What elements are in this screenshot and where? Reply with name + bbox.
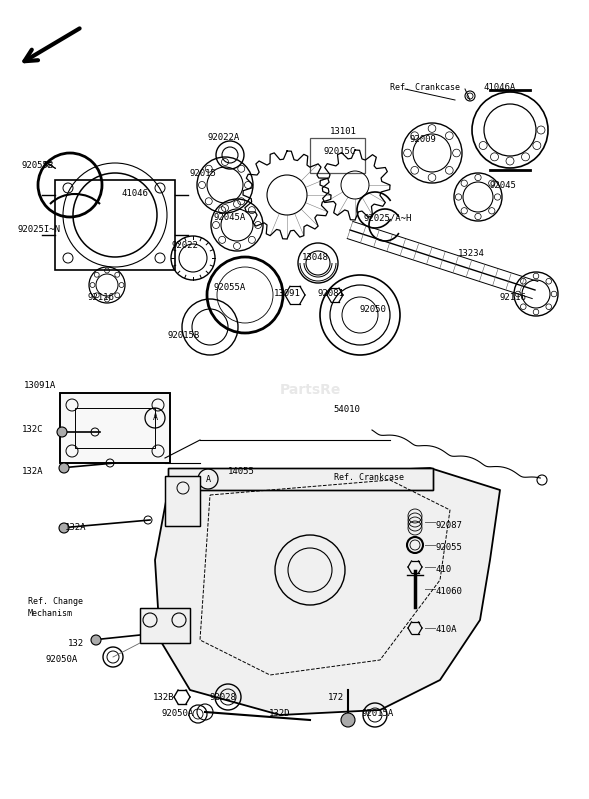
Text: 132: 132 [68,639,84,649]
Text: 92081: 92081 [317,288,344,297]
Text: 92022A: 92022A [207,133,239,141]
Text: 92015A: 92015A [362,710,394,718]
Bar [140,608,190,643]
Text: 13091: 13091 [274,288,301,297]
Bar [165,476,200,526]
Bar [60,393,170,463]
Text: 92015B: 92015B [168,331,200,340]
Text: 410: 410 [436,566,452,574]
Text: 92025I~N: 92025I~N [18,225,61,234]
Circle shape [59,523,69,533]
Text: 41046A: 41046A [483,82,515,92]
Text: 92028: 92028 [210,693,237,702]
Text: 92116: 92116 [500,293,527,303]
Polygon shape [155,468,500,715]
Text: 92050A: 92050A [45,655,77,665]
Text: A: A [206,475,210,483]
Text: 92045A: 92045A [213,213,245,221]
Text: PartsRe: PartsRe [279,383,340,397]
Text: 92009: 92009 [410,136,437,145]
Bar [140,608,190,643]
Bar [310,138,365,173]
Bar [165,476,200,526]
Text: 14055: 14055 [228,467,255,475]
Text: 132A: 132A [65,523,87,531]
Text: 13234: 13234 [458,249,485,259]
Bar [60,393,170,463]
Text: 132B: 132B [153,693,174,702]
Text: 92055B: 92055B [22,161,54,169]
Text: A: A [153,414,157,423]
Text: 92015: 92015 [190,169,217,177]
Text: 92045: 92045 [490,181,517,189]
Text: 13101: 13101 [330,128,357,137]
Text: 92055A: 92055A [213,283,245,292]
Bar [55,180,175,270]
Text: 172: 172 [328,693,344,702]
Text: 92050A: 92050A [162,710,194,718]
Circle shape [57,427,67,437]
Text: 92025/A~H: 92025/A~H [363,213,411,222]
Text: 410A: 410A [436,625,458,634]
Text: 132D: 132D [269,710,290,718]
Bar [168,468,433,490]
Text: 132A: 132A [22,467,44,476]
Text: 41046: 41046 [122,189,149,197]
Bar [75,408,155,448]
Circle shape [59,463,69,473]
Text: 54010: 54010 [333,406,360,415]
Text: 13048: 13048 [302,253,329,263]
Text: 41060: 41060 [436,586,463,595]
Circle shape [341,713,355,727]
Text: Ref. Change: Ref. Change [28,597,83,606]
Bar [168,468,433,490]
Text: Ref. Crankcase: Ref. Crankcase [390,82,460,92]
Text: 92022: 92022 [172,240,199,249]
Text: 92116: 92116 [88,292,115,301]
Text: 92015C: 92015C [323,148,355,157]
Text: 92087: 92087 [436,522,463,531]
Text: Mechanism: Mechanism [28,610,73,618]
Text: 92055: 92055 [436,543,463,552]
Circle shape [91,635,101,645]
Text: 132C: 132C [22,426,44,435]
Text: 13091A: 13091A [24,380,57,389]
Text: Ref. Crankcase: Ref. Crankcase [334,474,404,483]
Text: 92050: 92050 [360,305,387,315]
